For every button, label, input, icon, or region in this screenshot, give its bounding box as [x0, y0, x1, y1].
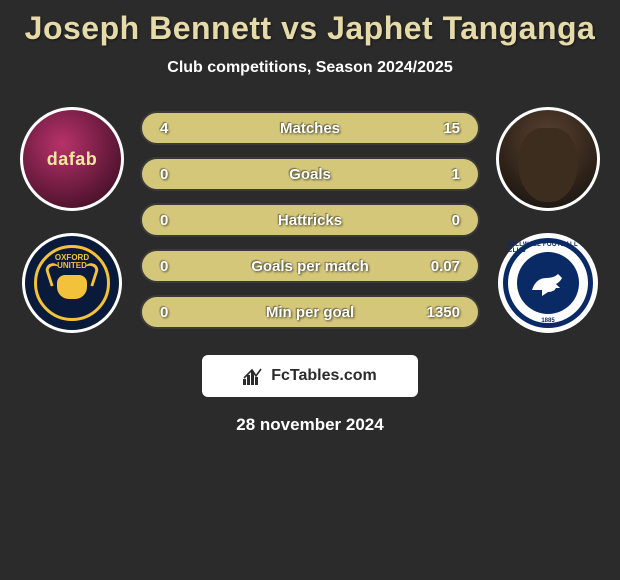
stat-label: Min per goal	[196, 304, 424, 321]
stat-row-goals: 0 Goals 1	[140, 157, 480, 191]
page-title: Joseph Bennett vs Japhet Tanganga	[0, 10, 620, 47]
stat-label: Goals	[196, 166, 424, 183]
subtitle: Club competitions, Season 2024/2025	[0, 59, 620, 77]
stat-p1-value: 4	[160, 120, 196, 137]
stat-label: Goals per match	[196, 258, 424, 275]
stat-label: Matches	[196, 120, 424, 137]
stat-p2-value: 15	[424, 120, 460, 137]
stat-p1-value: 0	[160, 258, 196, 275]
stat-row-hattricks: 0 Hattricks 0	[140, 203, 480, 237]
site-name: FcTables.com	[271, 367, 377, 385]
comparison-card: Joseph Bennett vs Japhet Tanganga Club c…	[0, 0, 620, 435]
stat-row-goals-per-match: 0 Goals per match 0.07	[140, 249, 480, 283]
bars-icon	[243, 367, 265, 385]
stat-row-min-per-goal: 0 Min per goal 1350	[140, 295, 480, 329]
main-row: dafab OXFORD UNITED	[0, 107, 620, 333]
stat-p1-value: 0	[160, 212, 196, 229]
millwall-inner	[517, 252, 579, 314]
site-credit: FcTables.com	[202, 355, 418, 397]
stat-row-matches: 4 Matches 15	[140, 111, 480, 145]
stat-label: Hattricks	[196, 212, 424, 229]
player1-column: dafab OXFORD UNITED	[18, 107, 126, 333]
millwall-text: MILLWALL FOOTBALL CLUB	[508, 242, 588, 254]
ox-icon	[53, 273, 91, 301]
player1-avatar: dafab	[20, 107, 124, 211]
player1-shirt-sponsor: dafab	[47, 149, 98, 170]
stat-p2-value: 1	[424, 166, 460, 183]
player2-avatar	[496, 107, 600, 211]
oxford-badge-ring: OXFORD UNITED	[34, 245, 110, 321]
stat-p2-value: 0.07	[424, 258, 460, 275]
millwall-ring: MILLWALL FOOTBALL CLUB 1885	[503, 238, 593, 328]
player2-silhouette	[518, 128, 578, 202]
stat-p1-value: 0	[160, 166, 196, 183]
stat-p1-value: 0	[160, 304, 196, 321]
date: 28 november 2024	[0, 415, 620, 435]
millwall-year: 1885	[541, 318, 554, 324]
lion-icon	[528, 268, 568, 298]
player1-club-badge: OXFORD UNITED	[22, 233, 122, 333]
player2-club-badge: MILLWALL FOOTBALL CLUB 1885	[498, 233, 598, 333]
stats-column: 4 Matches 15 0 Goals 1 0 Hattricks 0 0 G…	[140, 107, 480, 329]
stat-p2-value: 1350	[424, 304, 460, 321]
stat-p2-value: 0	[424, 212, 460, 229]
player2-column: MILLWALL FOOTBALL CLUB 1885	[494, 107, 602, 333]
